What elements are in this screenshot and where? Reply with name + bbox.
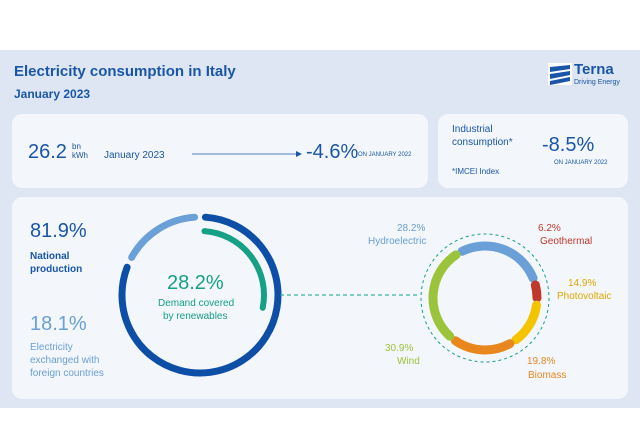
foreign-exchange-label-line2: exchanged with (30, 355, 100, 366)
photovoltaic-label: Photovoltaic (557, 291, 612, 302)
industrial-change-ref: ON JANUARY 2022 (554, 160, 608, 166)
consumption-value: 26.2 (28, 141, 67, 163)
national-production-label-line2: production (30, 264, 83, 275)
foreign-exchange-arc (128, 213, 199, 261)
biomass-label: Biomass (528, 370, 567, 381)
logo-tagline: Driving Energy (574, 79, 620, 86)
renewables-outer-dashed-circle (420, 233, 550, 363)
industrial-footnote: *IMCEI Index (452, 167, 500, 176)
industrial-consumption-card: Industrial consumption* -8.5% ON JANUARY… (438, 114, 628, 188)
terna-logo-icon (548, 63, 572, 85)
arrow-right-icon (192, 151, 302, 157)
biomass-arc (450, 336, 515, 355)
biomass-value: 19.8% (527, 356, 556, 367)
industrial-label-line1: Industrial (452, 124, 493, 135)
renewables-label-line2: by renewables (163, 311, 228, 322)
terna-logo: Terna Driving Energy (548, 61, 628, 92)
coverage-card (12, 197, 628, 399)
geothermal-value: 6.2% (538, 223, 561, 234)
renewables-arc (201, 228, 267, 311)
photovoltaic-value: 14.9% (568, 278, 597, 289)
hydroelectric-label: Hydroelectric (368, 236, 427, 247)
photovoltaic-arc (511, 300, 542, 345)
foreign-exchange-value: 18.1% (30, 313, 87, 335)
hydroelectric-arc (457, 241, 538, 283)
hydroelectric-value: 28.2% (397, 223, 426, 234)
renewables-label-line1: Demand covered (158, 298, 235, 309)
logo-name: Terna (574, 61, 614, 78)
consumption-unit-bottom: kWh (72, 151, 88, 160)
foreign-exchange-label-line1: Electricity (30, 342, 73, 353)
wind-value: 30.9% (385, 343, 414, 354)
consumption-unit-top: bn (72, 142, 81, 151)
geothermal-arc (530, 280, 542, 303)
national-production-label-line1: National (30, 251, 70, 262)
consumption-period: January 2023 (104, 150, 165, 161)
consumption-change: -4.6% (306, 141, 359, 163)
consumption-change-ref: ON JANUARY 2022 (358, 152, 412, 158)
renewables-value: 28.2% (167, 272, 224, 294)
industrial-label-line2: consumption* (452, 137, 513, 148)
total-consumption-card: 26.2 bn kWh January 2023 -4.6% ON JANUAR… (12, 114, 428, 188)
wind-label: Wind (397, 356, 420, 367)
page-subtitle: January 2023 (14, 87, 91, 101)
page-title: Electricity consumption in Italy (14, 63, 236, 80)
industrial-change: -8.5% (542, 134, 595, 156)
foreign-exchange-label-line3: foreign countries (30, 368, 104, 379)
national-production-value: 81.9% (30, 220, 87, 242)
national-production-arc (118, 213, 282, 377)
geothermal-label: Geothermal (540, 236, 593, 247)
wind-arc (428, 250, 461, 341)
